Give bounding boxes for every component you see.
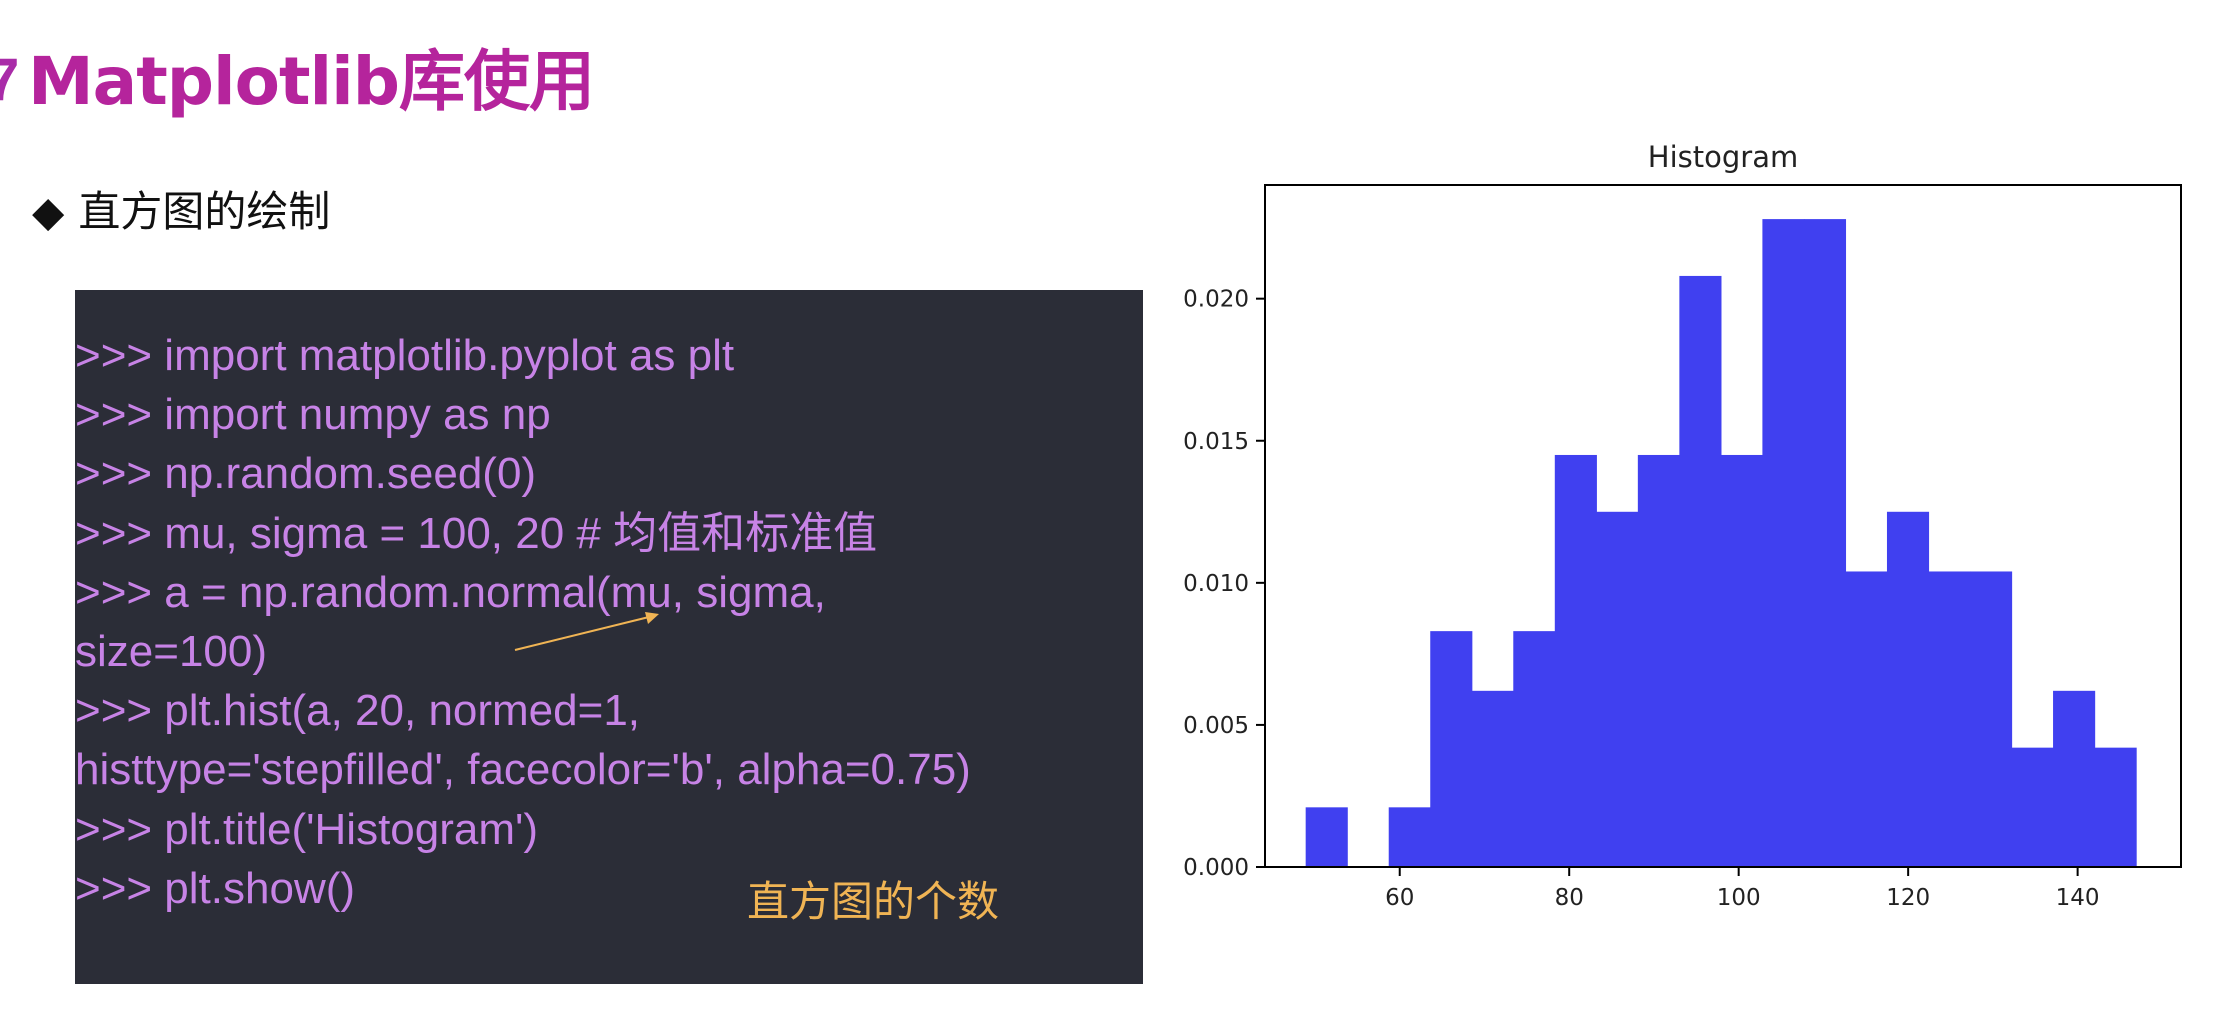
code-line: >>> import matplotlib.pyplot as plt <box>75 331 735 380</box>
code-line: size=100) <box>75 626 268 676</box>
plot-frame <box>1264 184 2182 868</box>
y-tick-label: 0.000 <box>1183 855 1249 881</box>
histogram-bars <box>1305 219 2137 868</box>
histogram-bar <box>2011 747 2054 867</box>
histogram-bar <box>1513 631 1556 867</box>
diamond-bullet-icon: ◆ <box>32 187 65 236</box>
code-block: >>> import matplotlib.pyplot as plt >>> … <box>75 326 1225 918</box>
y-tick-label: 0.010 <box>1183 571 1249 597</box>
x-tick-label: 120 <box>1886 885 1930 911</box>
section-subtitle: ◆ 直方图的绘制 <box>32 186 330 238</box>
histogram-bar <box>1471 690 1514 867</box>
x-tick-label: 60 <box>1385 885 1414 911</box>
code-line: histtype='stepfilled', facecolor='b', al… <box>75 745 971 795</box>
subtitle-text: 直方图的绘制 <box>78 187 331 236</box>
y-tick-label: 0.005 <box>1183 713 1249 739</box>
code-annotation: 直方图的个数 <box>747 877 1000 926</box>
histogram-bar <box>1554 454 1597 867</box>
x-tick-label: 100 <box>1717 885 1761 911</box>
histogram-bar <box>1388 807 1431 867</box>
histogram-bar <box>1928 571 1971 867</box>
axis-ticks: 60 80 100 120 140 0.000 0.005 0.010 0.015 0.020 <box>1183 287 2099 911</box>
annotation-arrow-icon <box>514 612 659 651</box>
histogram-bar <box>1720 454 1763 867</box>
code-line: >>> plt.show() <box>75 863 356 913</box>
histogram-bar <box>1970 571 2013 867</box>
histogram-bar <box>1430 631 1473 867</box>
histogram-bar <box>1305 807 1348 867</box>
histogram-bar <box>1845 571 1888 867</box>
code-line: >>> plt.title('Histogram') <box>75 804 539 854</box>
histogram-bar <box>1679 275 1722 867</box>
x-tick-label: 80 <box>1555 885 1584 911</box>
histogram-bar <box>1803 219 1847 868</box>
code-line: >>> import numpy as np <box>75 390 551 440</box>
histogram-bar <box>1762 219 1805 868</box>
histogram-bar <box>1637 454 1680 867</box>
code-line: >>> plt.hist(a, 20, normed=1, <box>75 686 641 736</box>
y-tick-label: 0.020 <box>1183 287 1249 313</box>
chart-title: Histogram <box>1648 140 1798 174</box>
histogram-chart: Histogram 60 80 100 120 140 0.000 0.005 0.010 0.… <box>1183 140 2182 911</box>
code-line: >>> a = np.random.normal(mu, sigma, <box>75 567 826 617</box>
x-tick-label: 140 <box>2056 885 2100 911</box>
histogram-bar <box>2094 747 2137 867</box>
page-title: Matplotlib库使用 <box>28 43 595 120</box>
histogram-bar <box>1886 511 1930 867</box>
title-section-mark: 7 <box>0 46 20 113</box>
code-panel: >>> import matplotlib.pyplot as plt >>> … <box>75 290 1143 984</box>
histogram-bar <box>2053 690 2096 867</box>
code-line: >>> mu, sigma = 100, 20 # 均值和标准值 <box>75 508 878 558</box>
y-tick-label: 0.015 <box>1183 429 1249 455</box>
histogram-bar <box>1596 511 1639 867</box>
code-line: >>> np.random.seed(0) <box>75 449 537 499</box>
